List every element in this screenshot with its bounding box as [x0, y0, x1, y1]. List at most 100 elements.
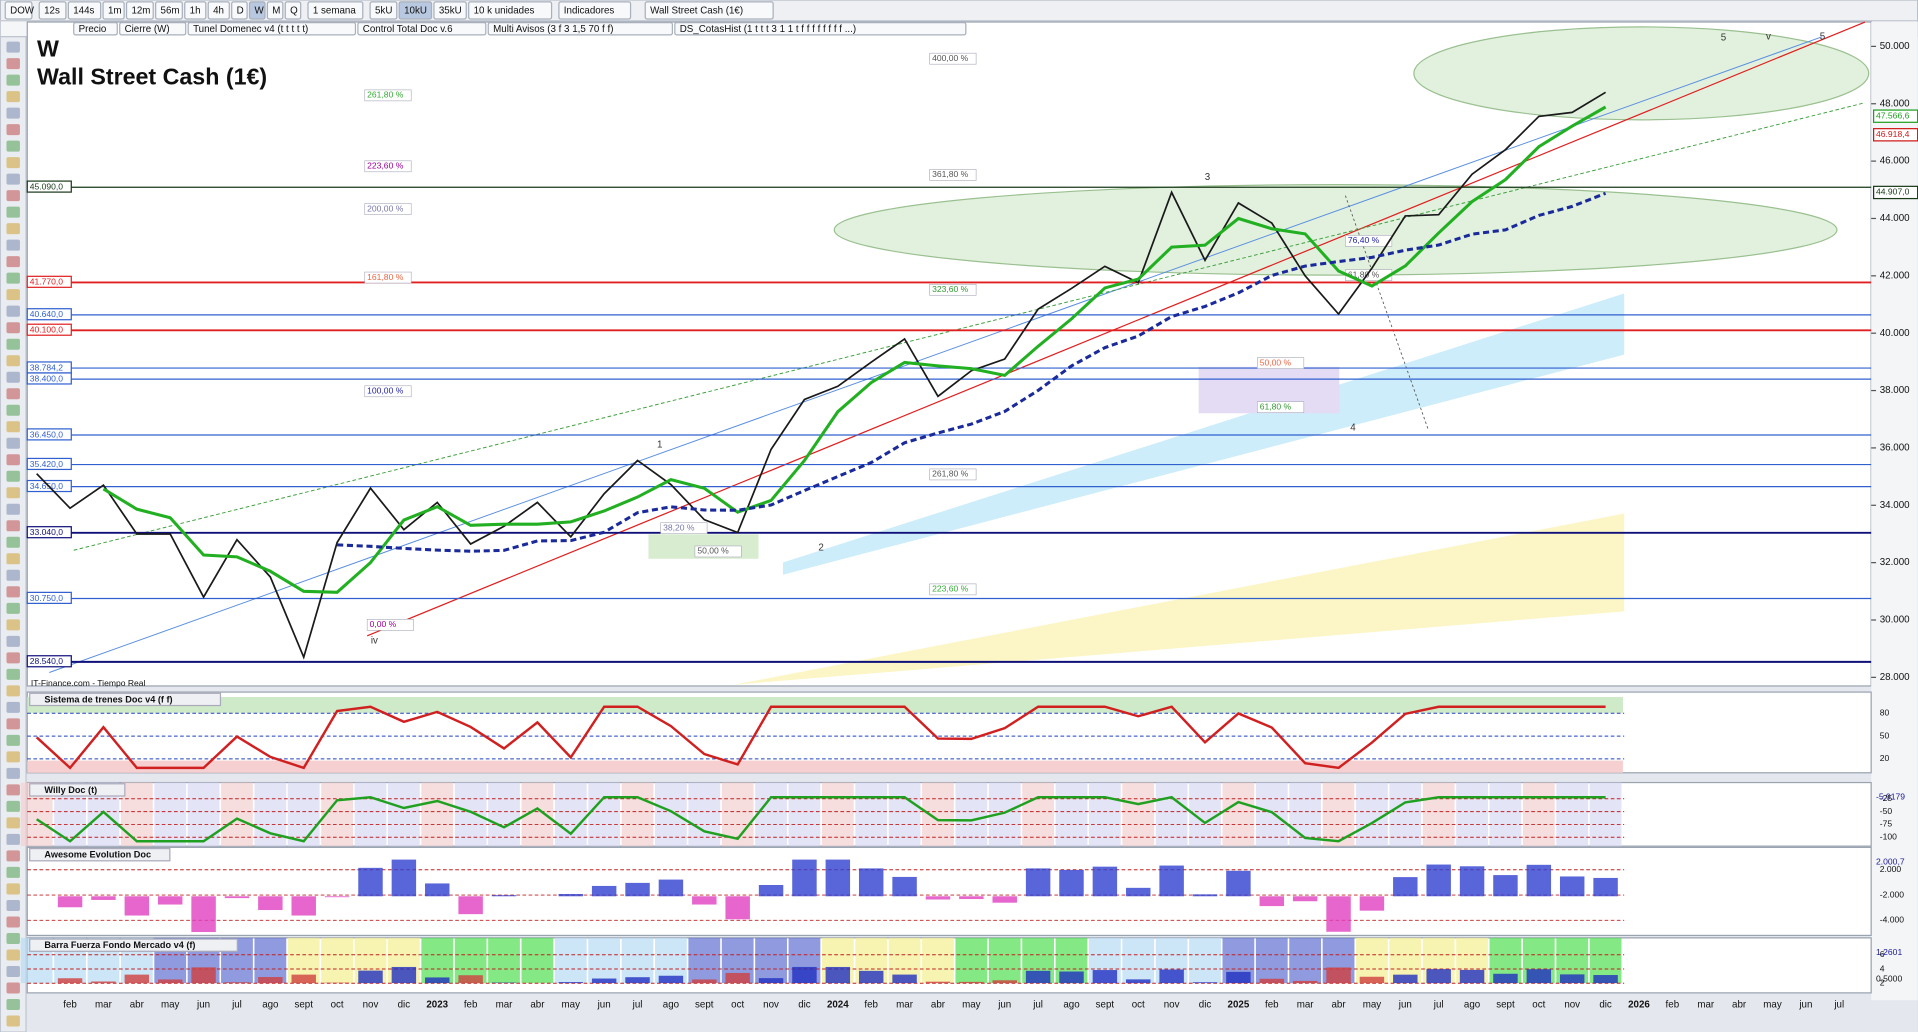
tool-icon[interactable] — [6, 190, 20, 202]
symbol-selector-label[interactable]: DOW — [10, 6, 35, 17]
tool-icon[interactable] — [6, 503, 20, 515]
tool-icon[interactable] — [6, 833, 20, 845]
indicator-toggle-label[interactable]: Tunel Domenec v4 (t t t t t) — [193, 24, 308, 35]
instrument-tab[interactable] — [644, 1, 774, 20]
indicator-toggle-label[interactable]: DS_CotasHist (1 t t t 3 1 1 t f f f f f … — [680, 24, 856, 35]
tool-icon[interactable] — [6, 767, 20, 779]
timeframe-button-label[interactable]: M — [272, 6, 280, 17]
tool-icon[interactable] — [6, 586, 20, 598]
tool-icon[interactable] — [6, 619, 20, 631]
units-menu-label[interactable]: 10 k unidades — [474, 6, 535, 17]
timeframe-button[interactable] — [266, 1, 284, 20]
indicator-toggle-label[interactable]: Precio — [79, 24, 107, 35]
tool-icon[interactable] — [6, 437, 20, 449]
period-selector-label[interactable]: 1 semana — [313, 6, 356, 17]
indicator-toggle-label[interactable]: Cierre (W) — [125, 24, 170, 35]
tool-icon[interactable] — [6, 718, 20, 730]
tool-icon[interactable] — [6, 305, 20, 317]
indicator-toggle[interactable] — [187, 22, 357, 36]
tool-icon[interactable] — [6, 701, 20, 713]
tool-icon[interactable] — [6, 685, 20, 697]
tool-icon[interactable] — [6, 272, 20, 284]
tool-icon[interactable] — [6, 41, 20, 53]
indicator-toggle-label[interactable]: Multi Avisos (3 f 3 1,5 70 f f) — [493, 24, 613, 35]
instrument-tab-label[interactable]: Wall Street Cash (1€) — [650, 6, 743, 17]
indicator-toggle[interactable] — [119, 22, 187, 36]
tool-icon[interactable] — [6, 784, 20, 796]
tool-icon[interactable] — [6, 949, 20, 961]
tool-icon[interactable] — [6, 817, 20, 829]
indicator-toggle[interactable] — [73, 22, 118, 36]
timeframe-button[interactable] — [207, 1, 230, 20]
tool-icon[interactable] — [6, 487, 20, 499]
unit-button[interactable] — [398, 1, 433, 20]
unit-button[interactable] — [369, 1, 398, 20]
tool-icon[interactable] — [6, 256, 20, 268]
tool-icon[interactable] — [6, 470, 20, 482]
tool-icon[interactable] — [6, 982, 20, 994]
tool-icon[interactable] — [6, 751, 20, 763]
tool-icon[interactable] — [6, 1015, 20, 1027]
unit-button-label[interactable]: 35kU — [439, 6, 462, 17]
timeframe-button[interactable] — [231, 1, 248, 20]
tool-icon[interactable] — [6, 965, 20, 977]
timeframe-button-label[interactable]: 4h — [213, 6, 224, 17]
tool-icon[interactable] — [6, 140, 20, 152]
tool-icon[interactable] — [6, 635, 20, 647]
tool-icon[interactable] — [6, 388, 20, 400]
indicators-button-label[interactable]: Indicadores — [564, 6, 615, 17]
tool-icon[interactable] — [6, 899, 20, 911]
timeframe-button[interactable] — [38, 1, 67, 20]
timeframe-button-label[interactable]: Q — [290, 6, 298, 17]
tool-icon[interactable] — [6, 850, 20, 862]
timeframe-button-label[interactable]: 144s — [73, 6, 94, 17]
timeframe-button-label[interactable]: D — [237, 6, 244, 17]
symbol-selector[interactable] — [4, 1, 33, 20]
tool-icon[interactable] — [6, 404, 20, 416]
tool-icon[interactable] — [6, 866, 20, 878]
tool-icon[interactable] — [6, 289, 20, 301]
tool-icon[interactable] — [6, 58, 20, 70]
tool-icon[interactable] — [6, 173, 20, 185]
timeframe-button-label[interactable]: 12m — [131, 6, 150, 17]
tool-icon[interactable] — [6, 734, 20, 746]
timeframe-button[interactable] — [248, 1, 266, 20]
indicator-toggle-label[interactable]: Control Total Doc v.6 — [363, 24, 453, 35]
tool-icon[interactable] — [6, 338, 20, 350]
tool-icon[interactable] — [6, 223, 20, 235]
tool-icon[interactable] — [6, 520, 20, 532]
tool-icon[interactable] — [6, 569, 20, 581]
tool-icon[interactable] — [6, 107, 20, 119]
tool-icon[interactable] — [6, 421, 20, 433]
tool-icon[interactable] — [6, 454, 20, 466]
tool-icon[interactable] — [6, 553, 20, 565]
timeframe-button[interactable] — [102, 1, 125, 20]
timeframe-button-label[interactable]: 56m — [161, 6, 180, 17]
timeframe-button[interactable] — [284, 1, 302, 20]
timeframe-button[interactable] — [67, 1, 102, 20]
tool-icon[interactable] — [6, 322, 20, 334]
tool-icon[interactable] — [6, 371, 20, 383]
unit-button[interactable] — [433, 1, 467, 20]
tool-icon[interactable] — [6, 932, 20, 944]
tool-icon[interactable] — [6, 91, 20, 103]
indicator-toggle[interactable] — [674, 22, 967, 36]
tool-icon[interactable] — [6, 800, 20, 812]
tool-icon[interactable] — [6, 998, 20, 1010]
indicator-toggle[interactable] — [357, 22, 487, 36]
tool-icon[interactable] — [6, 536, 20, 548]
timeframe-button[interactable] — [155, 1, 183, 20]
units-menu[interactable] — [468, 1, 553, 20]
period-selector[interactable] — [307, 1, 364, 20]
timeframe-button-label[interactable]: 1m — [108, 6, 122, 17]
tool-icon[interactable] — [6, 916, 20, 928]
unit-button-label[interactable]: 5kU — [375, 6, 392, 17]
tool-icon[interactable] — [6, 74, 20, 86]
tool-icon[interactable] — [6, 668, 20, 680]
timeframe-button-label[interactable]: W — [254, 6, 264, 17]
timeframe-button[interactable] — [184, 1, 207, 20]
timeframe-button-label[interactable]: 1h — [190, 6, 201, 17]
tool-icon[interactable] — [6, 355, 20, 367]
timeframe-button[interactable] — [125, 1, 154, 20]
indicators-button[interactable] — [558, 1, 632, 20]
